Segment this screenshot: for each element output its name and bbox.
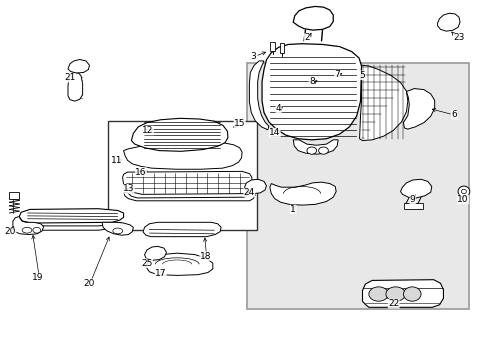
Polygon shape xyxy=(359,65,407,140)
Ellipse shape xyxy=(113,228,122,234)
Polygon shape xyxy=(144,246,166,260)
Polygon shape xyxy=(131,118,227,151)
Bar xyxy=(279,42,284,53)
Bar xyxy=(9,192,19,199)
Text: 8: 8 xyxy=(308,77,314,86)
Polygon shape xyxy=(68,73,82,101)
Text: 12: 12 xyxy=(142,126,153,135)
Text: 24: 24 xyxy=(243,188,254,197)
Polygon shape xyxy=(269,182,335,205)
Text: 23: 23 xyxy=(452,33,464,42)
Ellipse shape xyxy=(318,147,328,154)
Text: 13: 13 xyxy=(122,184,134,193)
Polygon shape xyxy=(102,222,133,235)
Text: 3: 3 xyxy=(250,52,256,61)
Text: 4: 4 xyxy=(275,104,281,113)
Text: 18: 18 xyxy=(199,252,211,261)
Text: 14: 14 xyxy=(268,128,280,137)
Ellipse shape xyxy=(22,227,32,233)
Ellipse shape xyxy=(33,227,41,233)
Text: 22: 22 xyxy=(387,299,399,308)
Text: 2: 2 xyxy=(304,33,309,42)
Polygon shape xyxy=(362,280,443,307)
Bar xyxy=(270,42,275,51)
Ellipse shape xyxy=(403,287,420,301)
Polygon shape xyxy=(122,171,251,194)
Text: 20: 20 xyxy=(5,228,16,237)
Text: 25: 25 xyxy=(141,259,152,268)
Polygon shape xyxy=(293,6,332,30)
Text: 10: 10 xyxy=(456,195,468,204)
Ellipse shape xyxy=(461,189,466,194)
Polygon shape xyxy=(262,44,361,140)
Ellipse shape xyxy=(306,147,316,154)
Text: 15: 15 xyxy=(233,119,245,128)
Polygon shape xyxy=(437,13,459,31)
Polygon shape xyxy=(146,253,212,275)
Text: 5: 5 xyxy=(359,71,365,80)
Ellipse shape xyxy=(385,287,405,301)
Text: 7: 7 xyxy=(334,70,339,79)
Text: 20: 20 xyxy=(83,279,95,288)
Polygon shape xyxy=(143,222,221,237)
Bar xyxy=(246,63,468,309)
Polygon shape xyxy=(123,140,242,169)
Text: 16: 16 xyxy=(135,168,146,177)
Polygon shape xyxy=(68,59,89,73)
Text: 21: 21 xyxy=(64,73,76,82)
Text: 1: 1 xyxy=(290,205,296,214)
Polygon shape xyxy=(293,140,337,154)
Polygon shape xyxy=(249,61,268,130)
Polygon shape xyxy=(403,89,434,129)
Polygon shape xyxy=(400,179,431,198)
Text: 11: 11 xyxy=(111,156,122,165)
Ellipse shape xyxy=(368,287,387,301)
Text: 19: 19 xyxy=(32,273,43,282)
Bar xyxy=(404,203,422,209)
Polygon shape xyxy=(19,222,122,230)
Text: 17: 17 xyxy=(155,269,166,278)
Polygon shape xyxy=(123,193,255,201)
Text: 9: 9 xyxy=(409,195,415,204)
Polygon shape xyxy=(13,217,43,234)
Polygon shape xyxy=(19,209,123,223)
Polygon shape xyxy=(244,179,266,194)
Text: 6: 6 xyxy=(450,110,456,119)
Bar xyxy=(108,121,256,230)
Ellipse shape xyxy=(457,186,469,197)
